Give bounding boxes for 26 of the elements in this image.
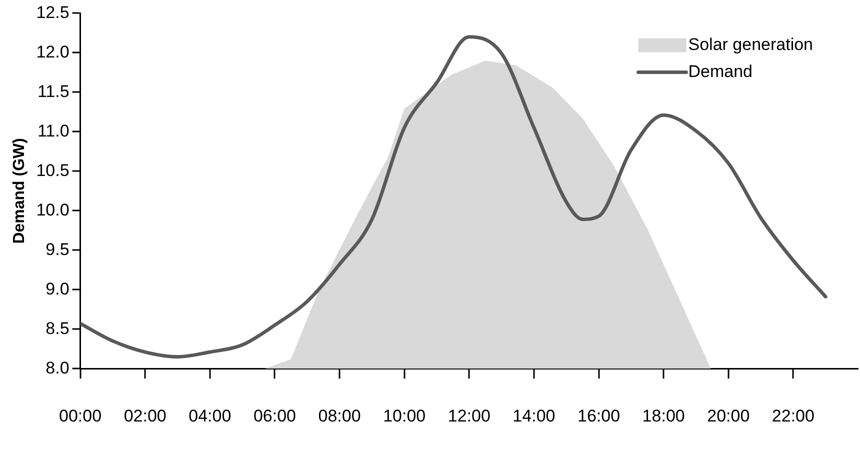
x-tick-label: 12:00 [448, 406, 490, 426]
line-series [80, 35, 828, 359]
y-tick-label: 9.5 [46, 240, 70, 259]
x-tick-label: 02:00 [124, 406, 166, 426]
y-tick-label: 12.0 [36, 42, 70, 62]
legend-label: Demand [688, 62, 753, 81]
y-tick-label: 8.5 [46, 318, 70, 338]
x-tick-label: 14:00 [512, 406, 556, 426]
x-tick-label: 10:00 [383, 406, 426, 426]
y-tick-label: 8.0 [46, 358, 70, 378]
y-tick-label: 10.5 [36, 160, 70, 180]
y-axis-title: Demand (GW) [11, 138, 28, 244]
x-tick-label: 18:00 [642, 406, 685, 426]
x-tick-label: 16:00 [577, 406, 620, 426]
x-tick-label: 06:00 [253, 406, 296, 426]
x-tick-label: 00:00 [59, 406, 102, 426]
x-tick-label: 04:00 [188, 406, 232, 426]
y-tick-label: 9.0 [46, 279, 70, 298]
y-tick-label: 11.5 [37, 82, 70, 101]
x-tick-label: 22:00 [772, 406, 814, 426]
y-tick-label: 10.0 [36, 200, 70, 220]
x-tick-label: 08:00 [318, 406, 361, 426]
y-tick-label: 12.5 [36, 2, 70, 22]
x-tick-label: 20:00 [707, 406, 750, 426]
y-tick-label: 11.0 [37, 121, 70, 140]
legend-label: Solar generation [688, 34, 814, 54]
